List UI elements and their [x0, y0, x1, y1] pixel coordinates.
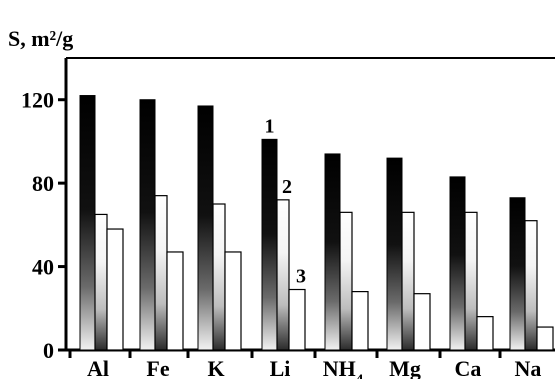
y-tick-label: 80 [32, 171, 54, 196]
bar-k-series-3 [224, 251, 242, 351]
x-tick-label: NH4 [323, 356, 364, 379]
bar-na-series-2 [524, 220, 538, 351]
series-labels: 1 2 3 [265, 115, 307, 287]
bar-fe-series-3 [166, 251, 184, 351]
bar-li-series-2 [276, 199, 290, 351]
series-label-2: 2 [282, 176, 292, 198]
x-tick-label: Ca [455, 356, 482, 379]
bar-mg-series-1 [386, 157, 403, 351]
bar-na-series-1 [509, 197, 526, 351]
y-tick-label: 40 [32, 255, 54, 280]
x-axis-labels: Al Fe K Li NH4 Mg Ca Na [68, 350, 542, 379]
bar-fe-series-1 [139, 99, 156, 351]
bar-ca-series-2 [464, 211, 478, 351]
bar-li-series-3 [288, 288, 306, 351]
bar-al-series-3 [106, 228, 124, 351]
series-label-1: 1 [265, 115, 275, 137]
y-axis-ticks: 0 40 80 120 [21, 88, 66, 363]
bar-nh4-series-3 [351, 291, 369, 351]
y-axis-title: S, m²/g [8, 26, 73, 51]
x-tick-label: Li [270, 356, 291, 379]
bars [79, 95, 554, 351]
x-tick-label: Fe [146, 356, 169, 379]
x-tick-label: K [207, 356, 224, 379]
bar-ca-series-3 [476, 316, 494, 351]
bar-k-series-2 [212, 203, 226, 351]
series-label-3: 3 [296, 266, 306, 288]
plot-frame [64, 57, 555, 352]
bar-mg-series-2 [401, 211, 415, 351]
x-tick-label: Mg [389, 356, 421, 379]
bar-na-series-3 [536, 326, 554, 351]
y-tick-label: 120 [21, 88, 54, 113]
x-tick-label: Al [87, 356, 109, 379]
bar-nh4-series-2 [339, 211, 353, 351]
bar-al-series-2 [94, 213, 108, 351]
bar-ca-series-1 [449, 176, 466, 351]
bar-li-series-1 [261, 138, 278, 351]
bar-k-series-1 [197, 105, 214, 351]
x-tick-label: Na [515, 356, 542, 379]
bar-nh4-series-1 [324, 153, 341, 351]
bar-al-series-1 [79, 95, 96, 351]
bar-fe-series-2 [154, 195, 168, 351]
bar-mg-series-3 [413, 293, 431, 351]
y-tick-label: 0 [43, 338, 54, 363]
